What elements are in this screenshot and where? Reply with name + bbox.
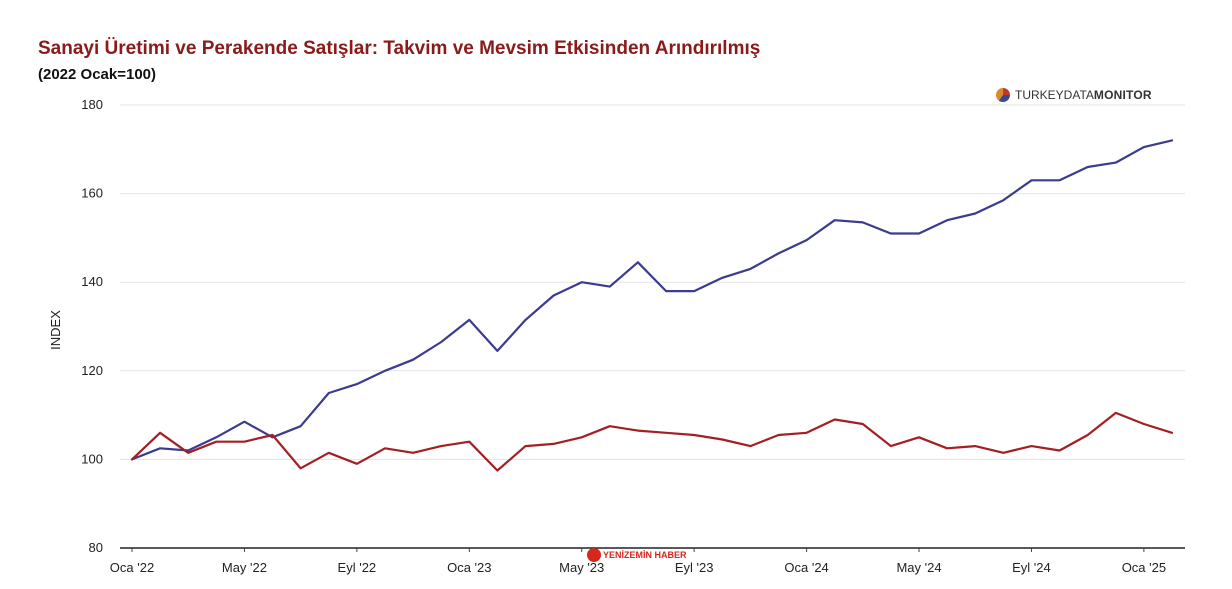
x-tick-label: Oca '22 (110, 560, 154, 575)
y-tick-label: 100 (81, 451, 103, 466)
series-line-blue (130, 139, 1174, 461)
y-tick-label: 160 (81, 186, 103, 201)
watermark-logo: YENİZEMİN HABER (587, 548, 687, 562)
y-tick-label: 80 (89, 540, 103, 555)
y-tick-label: 140 (81, 274, 103, 289)
x-tick-label: May '23 (559, 560, 604, 575)
brand-logo: TURKEYDATAMONITOR (996, 88, 1152, 102)
chart-subtitle: (2022 Ocak=100) (38, 66, 157, 83)
logo-circle-icon (587, 548, 601, 562)
x-tick-label: Eyl '22 (338, 560, 377, 575)
axes: 80 100 120 140 160 180 Oca '22 May '22 Eyl '22 Oc… (81, 97, 1185, 575)
y-axis-title: INDEX (48, 310, 63, 350)
brand-name-bold: MONITOR (1093, 88, 1152, 102)
x-tick-label: Oca '24 (784, 560, 828, 575)
y-tick-label: 180 (81, 97, 103, 112)
series-lines (130, 139, 1174, 472)
x-tick-label: May '22 (222, 560, 267, 575)
brand-name: TURKEYDATAMONITOR (1015, 88, 1152, 102)
y-tick-label: 120 (81, 363, 103, 378)
x-tick-label: Oca '23 (447, 560, 491, 575)
x-tick-label: Oca '25 (1122, 560, 1166, 575)
watermark-text: YENİZEMİN HABER (603, 549, 687, 560)
chart-title: Sanayi Üretimi ve Perakende Satışlar: Ta… (38, 38, 761, 59)
brand-name-light: TURKEYDATA (1015, 88, 1094, 102)
grid-lines (120, 104, 1185, 460)
globe-icon (996, 88, 1010, 102)
x-tick-label: Eyl '23 (675, 560, 714, 575)
series-line-red (130, 411, 1174, 472)
x-tick-label: May '24 (896, 560, 941, 575)
x-tick-label: Eyl '24 (1012, 560, 1051, 575)
